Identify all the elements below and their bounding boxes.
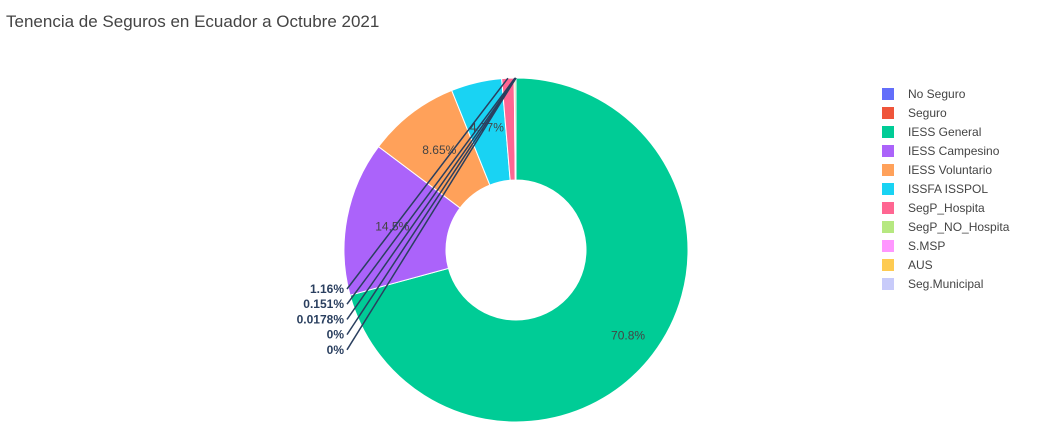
legend-item-iess-campesino[interactable]: IESS Campesino — [882, 141, 1009, 160]
legend-swatch — [882, 182, 894, 195]
legend-label: ISSFA ISSPOL — [908, 181, 989, 196]
legend-swatch — [882, 277, 894, 290]
slice-label-outside: 0.0178% — [297, 312, 345, 326]
slice-label-outside: 1.16% — [310, 282, 344, 296]
legend-item-seguro[interactable]: Seguro — [882, 103, 1009, 122]
slice-iess-campesino[interactable] — [343, 145, 461, 296]
label-connector — [346, 77, 516, 305]
label-connector — [346, 77, 517, 351]
legend: No Seguro Seguro IESS General IESS Campesin… — [882, 84, 1009, 293]
legend-swatch — [882, 163, 894, 176]
legend-item-seg-municipal[interactable]: Seg.Municipal — [882, 274, 1009, 293]
slice-label-outside: 0.151% — [303, 297, 344, 311]
legend-item-s-msp[interactable]: S.MSP — [882, 236, 1009, 255]
label-connector — [346, 77, 517, 336]
legend-swatch — [882, 106, 894, 119]
legend-label: S.MSP — [908, 238, 946, 253]
legend-item-aus[interactable]: AUS — [882, 255, 1009, 274]
legend-item-iess-general[interactable]: IESS General — [882, 122, 1009, 141]
legend-label: IESS General — [908, 124, 982, 139]
legend-label: AUS — [908, 257, 933, 272]
legend-swatch — [882, 220, 894, 233]
label-connector — [346, 77, 517, 320]
legend-item-iess-voluntario[interactable]: IESS Voluntario — [882, 160, 1009, 179]
slice-label: 8.65% — [422, 143, 456, 157]
legend-item-segp-no-hospita[interactable]: SegP_NO_Hospita — [882, 217, 1009, 236]
legend-swatch — [882, 201, 894, 214]
slice-label-outside: 0% — [327, 328, 345, 342]
legend-swatch — [882, 239, 894, 252]
chart-title: Tenencia de Seguros en Ecuador a Octubre… — [6, 12, 380, 31]
legend-label: No Seguro — [908, 86, 966, 101]
legend-label: SegP_Hospita — [908, 200, 985, 215]
legend-item-issfa-isspol[interactable]: ISSFA ISSPOL — [882, 179, 1009, 198]
slice-label: 14.5% — [375, 219, 409, 233]
legend-label: Seguro — [908, 105, 947, 120]
legend-label: Seg.Municipal — [908, 276, 984, 291]
legend-swatch — [882, 87, 894, 100]
legend-swatch — [882, 125, 894, 138]
legend-item-no-seguro[interactable]: No Seguro — [882, 84, 1009, 103]
legend-swatch — [882, 258, 894, 271]
legend-label: IESS Campesino — [908, 143, 1000, 158]
slice-label-outside: 0% — [327, 343, 345, 357]
legend-label: IESS Voluntario — [908, 162, 993, 177]
legend-label: SegP_NO_Hospita — [908, 219, 1010, 234]
legend-item-segp-hospita[interactable]: SegP_Hospita — [882, 198, 1009, 217]
slice-label: 70.8% — [611, 329, 645, 343]
legend-swatch — [882, 144, 894, 157]
slice-iess-general[interactable] — [349, 77, 689, 423]
label-connector — [346, 77, 509, 290]
